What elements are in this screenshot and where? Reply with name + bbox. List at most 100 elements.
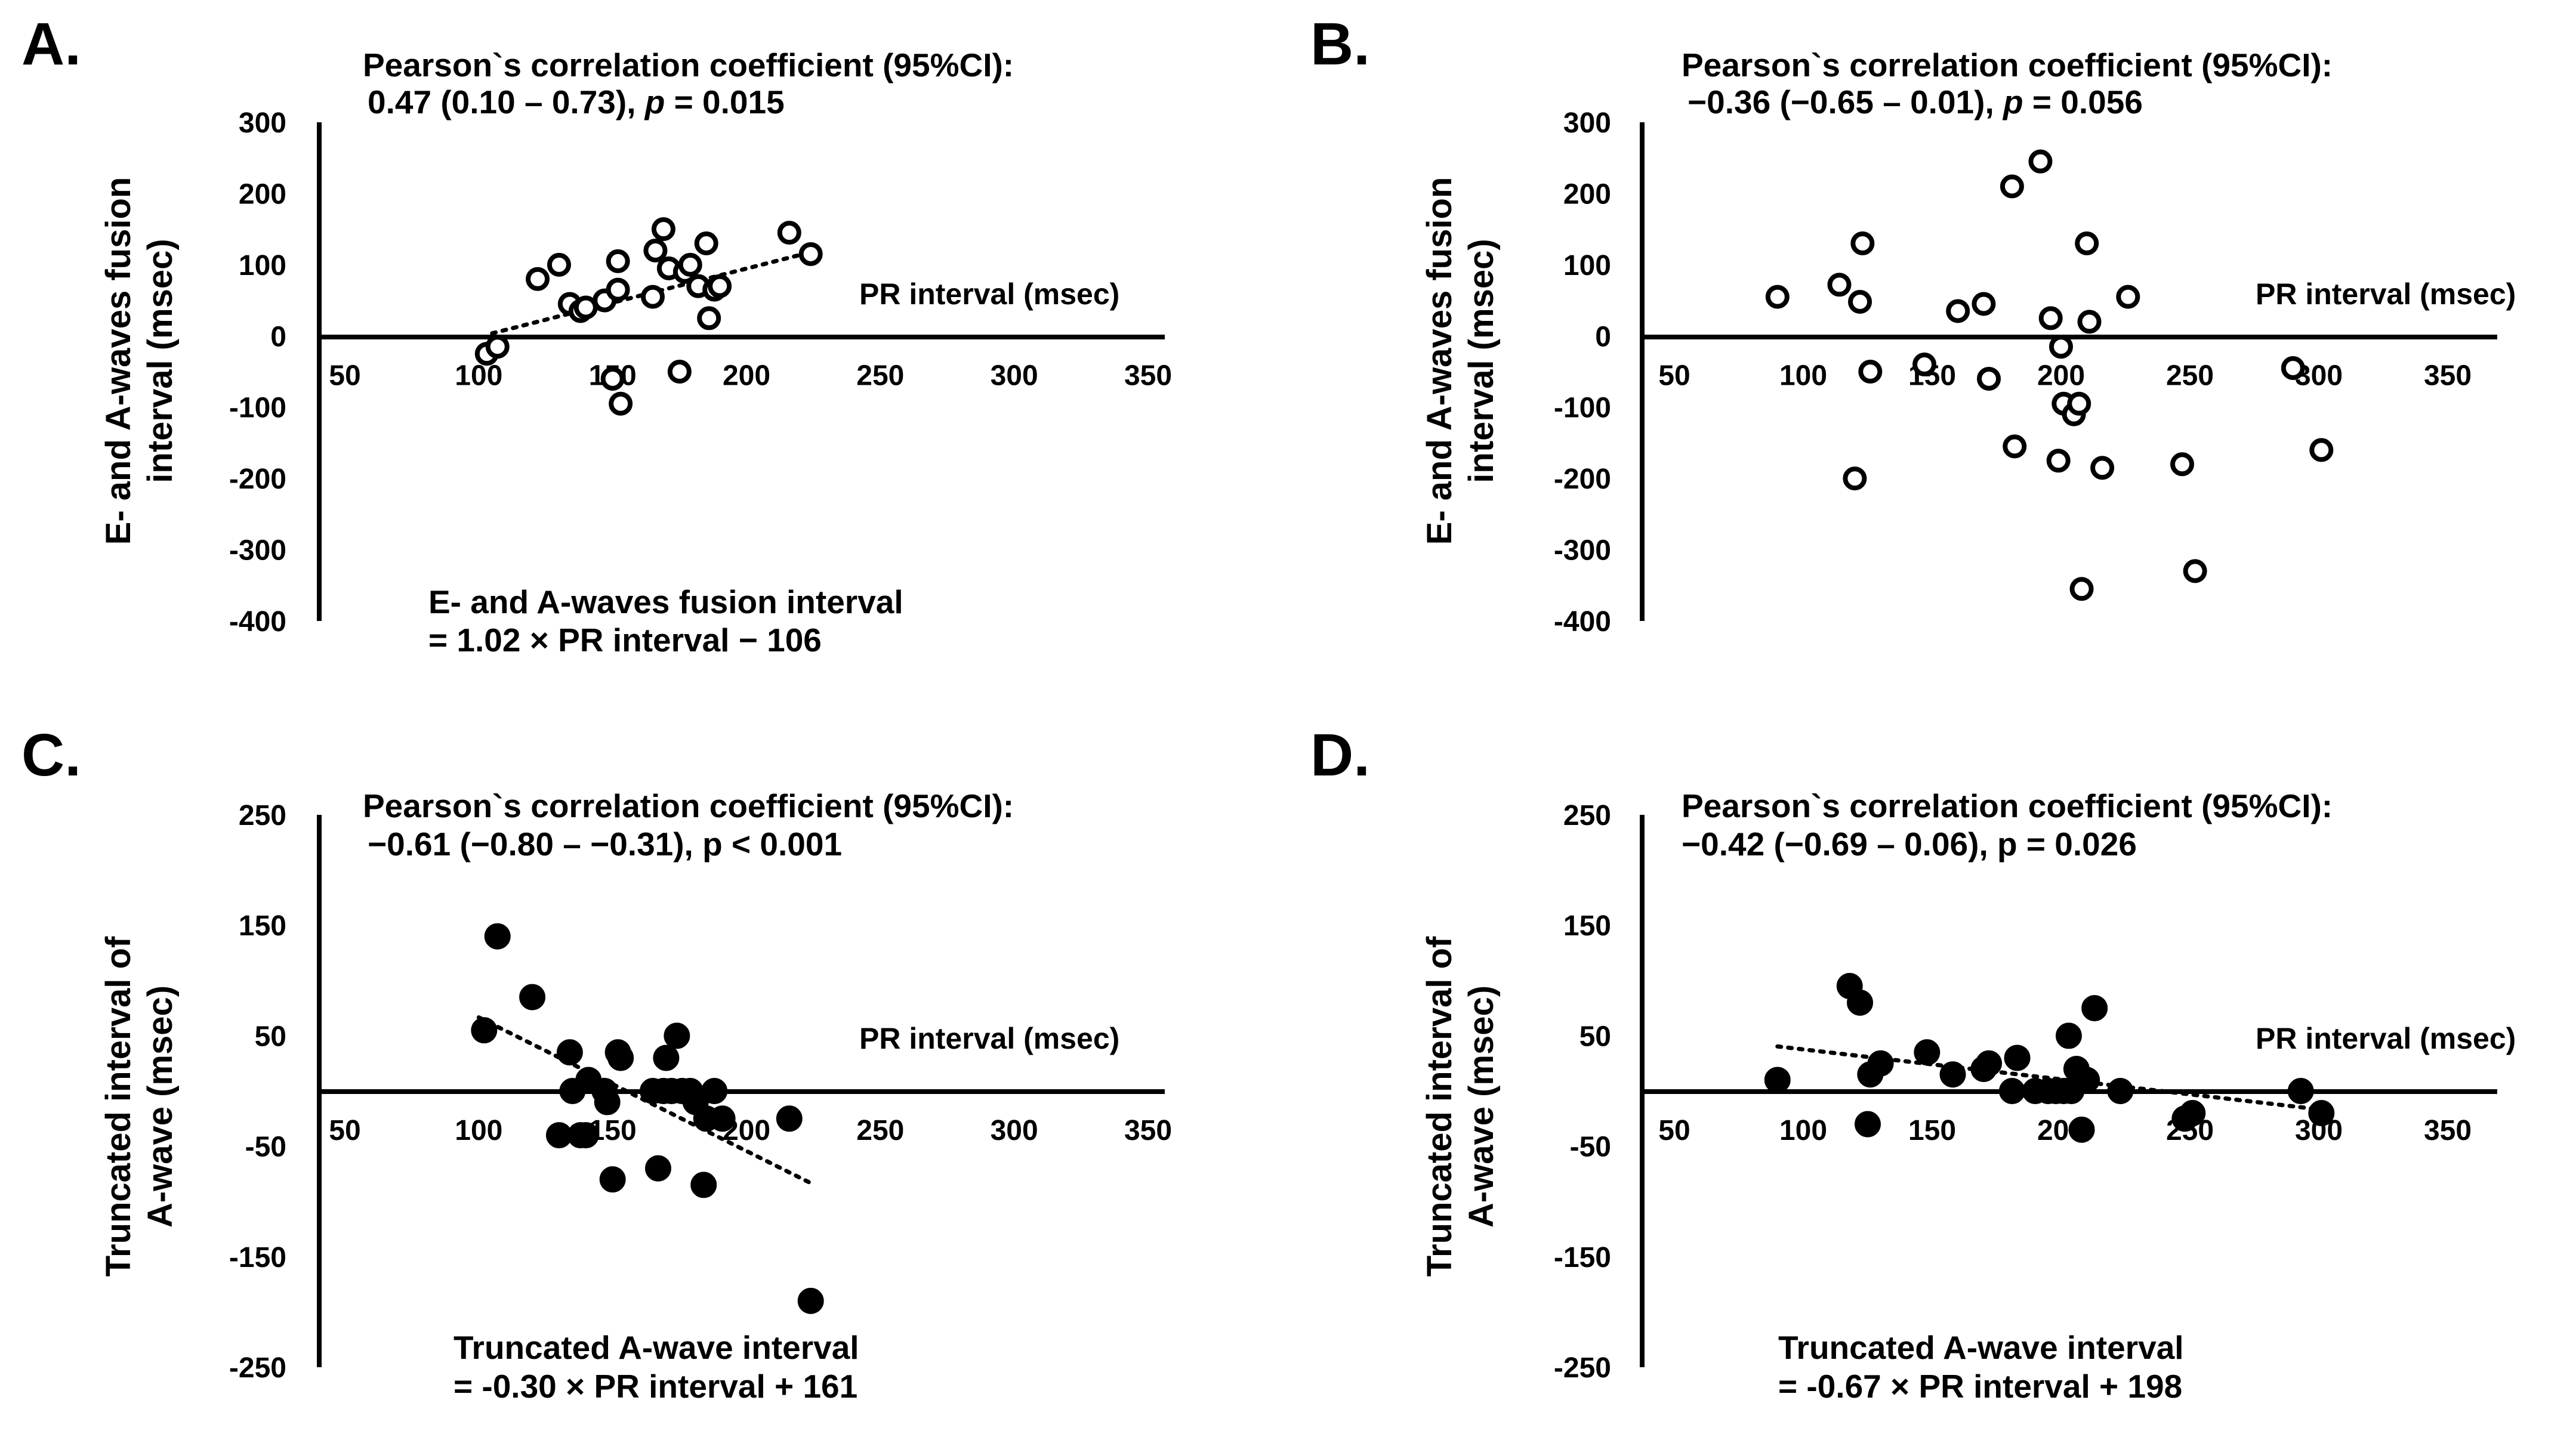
x-tick-label: 300 <box>991 360 1038 391</box>
x-tick-label: 50 <box>1658 1115 1690 1146</box>
data-point <box>1914 1039 1941 1066</box>
y-tick-label: -400 <box>1554 606 1611 638</box>
data-point <box>798 242 823 266</box>
data-point <box>2170 452 2195 477</box>
x-tick-label: 50 <box>329 1115 360 1146</box>
x-tick-label: 100 <box>455 1115 502 1146</box>
data-point <box>1848 289 1872 314</box>
data-point <box>777 221 801 245</box>
data-point <box>2000 174 2024 199</box>
y-axis-label: E- and A-waves fusioninterval (msec) <box>99 177 180 545</box>
y-tick-label: 250 <box>239 800 286 832</box>
data-point <box>2107 1078 2134 1104</box>
data-point <box>607 1044 634 1071</box>
data-point <box>2308 1100 2335 1127</box>
data-point <box>1827 273 1852 297</box>
y-tick-label: 50 <box>255 1021 286 1052</box>
data-points <box>471 923 824 1314</box>
data-point <box>2028 149 2053 174</box>
data-point <box>1976 1050 2003 1077</box>
y-tick-label: -300 <box>1554 535 1611 567</box>
data-point <box>600 366 625 391</box>
y-tick-label: -50 <box>245 1132 286 1163</box>
x-tick-label: 250 <box>856 1115 904 1146</box>
y-tick-label: -200 <box>1554 463 1611 495</box>
y-tick-label: 300 <box>1563 107 1611 139</box>
equation-line-2: = -0.67 × PR interval + 198 <box>1778 1368 2182 1405</box>
correlation-value: −0.42 (−0.69 – 0.06), p = 0.026 <box>1682 826 2137 863</box>
y-tick-label: -50 <box>1570 1132 1611 1163</box>
x-axis-label: PR interval (msec) <box>2256 277 2516 311</box>
x-axis-label: PR interval (msec) <box>2256 1022 2516 1055</box>
data-point <box>2281 356 2305 381</box>
data-point <box>2183 559 2207 583</box>
data-point <box>547 252 571 277</box>
correlation-value: −0.61 (−0.80 – −0.31), p < 0.001 <box>368 826 842 863</box>
data-point <box>2068 1116 2095 1143</box>
x-tick-label: 50 <box>329 360 360 391</box>
y-tick-label: 250 <box>1563 800 1611 832</box>
x-tick-label: 100 <box>455 360 502 391</box>
panel-letter: B. <box>1310 11 1370 78</box>
correlation-value: 0.47 (0.10 – 0.73), p = 0.015 <box>368 84 785 120</box>
data-point <box>797 1287 824 1314</box>
data-point <box>2067 391 2091 416</box>
x-tick-label: 350 <box>2424 360 2472 391</box>
data-point <box>1850 231 1875 256</box>
data-point <box>1946 299 1970 323</box>
correlation-title: Pearson`s correlation coefficient (95%CI… <box>1682 787 2333 824</box>
correlation-value: −0.36 (−0.65 – 0.01), p = 0.056 <box>1687 84 2143 120</box>
x-tick-label: 250 <box>2166 360 2214 391</box>
data-point <box>2049 335 2073 359</box>
x-tick-label: 200 <box>723 360 770 391</box>
data-point <box>556 1039 583 1066</box>
y-tick-label: 100 <box>239 250 286 282</box>
data-point <box>572 1122 599 1149</box>
data-point <box>678 252 702 277</box>
y-tick-label: -400 <box>229 606 286 638</box>
y-tick-label: -150 <box>1554 1242 1611 1274</box>
y-axis-label: E- and A-waves fusioninterval (msec) <box>1420 177 1501 545</box>
panel-letter: A. <box>21 11 81 78</box>
data-point <box>2309 438 2334 462</box>
data-point <box>701 1078 728 1104</box>
data-point <box>2074 1067 2100 1093</box>
data-point <box>2075 231 2099 256</box>
panel-d: D. Pearson`s correlation coefficient (95… <box>1310 722 2516 1405</box>
panel-a: A. Pearson`s correlation coefficient (95… <box>21 11 1172 659</box>
data-point <box>2069 577 2094 601</box>
data-point <box>643 238 668 262</box>
y-tick-label: -100 <box>229 393 286 424</box>
panel-c: C. Pearson`s correlation coefficient (95… <box>21 722 1172 1405</box>
data-point <box>667 360 692 384</box>
data-point <box>471 1017 498 1044</box>
data-point <box>2077 310 2102 334</box>
data-point <box>1998 1078 2025 1104</box>
correlation-title: Pearson`s correlation coefficient (95%CI… <box>1682 47 2333 84</box>
data-point <box>573 295 598 320</box>
data-point <box>609 391 633 416</box>
equation-line-1: Truncated A-wave interval <box>1778 1329 2184 1366</box>
data-point <box>1764 1067 1791 1093</box>
x-axis-label: PR interval (msec) <box>859 277 1119 311</box>
y-tick-label: 0 <box>1595 321 1611 353</box>
y-axis-label: Truncated interval ofA-wave (msec) <box>99 936 180 1277</box>
y-tick-label: 100 <box>1563 250 1611 282</box>
data-point <box>1867 1050 1894 1077</box>
trend-line-segment <box>1775 1044 2321 1112</box>
x-tick-label: 100 <box>1779 360 1827 391</box>
equation-line-1: Truncated A-wave interval <box>454 1329 859 1366</box>
data-point <box>594 1089 621 1115</box>
data-point <box>644 1155 671 1182</box>
equation-line-2: = -0.30 × PR interval + 161 <box>454 1368 857 1405</box>
data-point <box>2179 1100 2206 1127</box>
trend-line <box>1775 1044 2321 1112</box>
data-point <box>653 1044 680 1071</box>
data-point <box>1855 1111 1881 1138</box>
data-point <box>2038 306 2063 330</box>
data-points <box>1764 973 2335 1143</box>
x-tick-label: 350 <box>1124 360 1172 391</box>
